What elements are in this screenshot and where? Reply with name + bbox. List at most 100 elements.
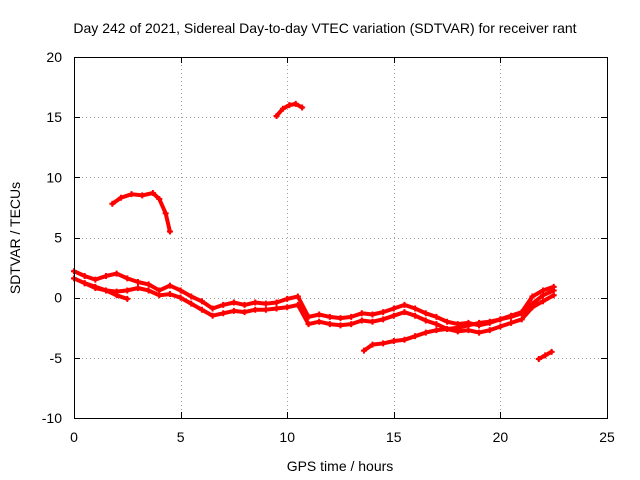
data-point [109,200,116,207]
data-point [273,112,280,119]
y-tick-label: -5 [50,350,63,366]
data-point [401,301,408,308]
data-point [230,307,237,314]
data-point [102,287,109,294]
data-point [177,287,184,294]
data-point [166,228,173,235]
data-point [294,301,301,308]
data-point [252,306,259,313]
data-point [518,316,525,323]
data-point [177,294,184,301]
x-tick-label: 20 [493,429,509,445]
data-point [145,281,152,288]
data-point [81,280,88,287]
data-point [262,300,269,307]
series-short-segment [535,348,555,363]
data-point [540,298,547,305]
data-point [198,298,205,305]
data-point [348,313,355,320]
data-point [220,310,227,317]
data-point [166,282,173,289]
y-tick-label: 10 [46,169,62,185]
x-tick-label: 15 [386,429,402,445]
data-point [401,336,408,343]
y-tick-label: 15 [46,109,62,125]
data-point [369,311,376,318]
data-point [390,337,397,344]
x-axis-label: GPS time / hours [287,458,394,474]
series-main-band-lower [71,275,557,336]
data-point [486,318,493,325]
data-point [433,321,440,328]
data-point [412,333,419,340]
data-point [358,310,365,317]
data-point [433,313,440,320]
data-point [299,104,306,111]
data-point [117,194,124,201]
data-point [433,327,440,334]
data-point [401,309,408,316]
data-point [454,324,461,331]
data-point [198,306,205,313]
data-point [81,273,88,280]
y-axis-label: SDTVAR / TECUs [7,182,23,294]
data-point [230,299,237,306]
data-point [134,279,141,286]
data-point [548,348,555,355]
data-point [465,322,472,329]
data-point [535,356,542,363]
data-point [241,309,248,316]
data-point [422,329,429,336]
data-point [262,306,269,313]
data-point [550,287,557,294]
data-point [113,292,120,299]
data-point [92,285,99,292]
data-point [292,100,299,107]
x-tick-label: 25 [599,429,615,445]
data-point [486,327,493,334]
y-tick-label: -10 [42,410,62,426]
data-point [134,285,141,292]
data-point [508,319,515,326]
data-point [380,309,387,316]
data-point [412,305,419,312]
data-point [497,316,504,323]
data-point [124,275,131,282]
axes-ticks [74,57,608,419]
series-line [72,269,556,328]
data-point [124,295,131,302]
data-point [294,293,301,300]
chart-title: Day 242 of 2021, Sidereal Day-to-day VTE… [73,20,576,36]
data-point [369,341,376,348]
data-point [209,312,216,319]
data-point [326,313,333,320]
data-point [508,313,515,320]
data-point [162,210,169,217]
data-point [497,323,504,330]
data-point [92,276,99,283]
series-upper-arc [273,100,306,119]
data-point [390,312,397,319]
data-point [284,304,291,311]
data-point [188,293,195,300]
series-mid-arc [109,189,173,235]
series-layer [71,100,557,363]
series-early-spread [81,280,131,302]
x-tick-label: 0 [70,429,78,445]
data-point [252,299,259,306]
data-point [279,105,286,112]
x-tick-label: 5 [177,429,185,445]
data-point [139,192,146,199]
data-point [348,321,355,328]
data-point [542,352,549,359]
data-point [540,292,547,299]
series-lower-track [360,287,557,354]
data-point [380,316,387,323]
y-tick-label: 5 [54,230,62,246]
data-point [273,305,280,312]
data-point [220,301,227,308]
data-point [102,273,109,280]
data-point [145,287,152,294]
data-point [156,195,163,202]
